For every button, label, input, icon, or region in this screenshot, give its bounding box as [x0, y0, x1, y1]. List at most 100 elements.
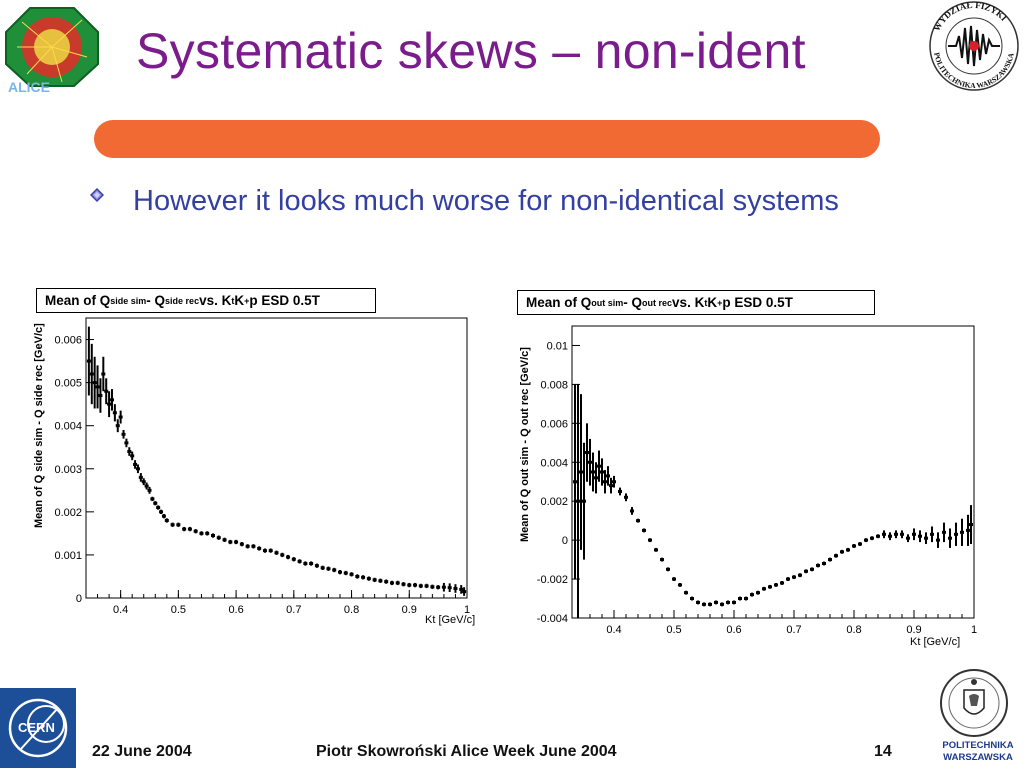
data-point — [144, 484, 149, 488]
data-point — [141, 480, 146, 484]
x-tick-label: 0.7 — [286, 604, 301, 616]
data-point — [112, 411, 117, 415]
data-point — [780, 581, 784, 585]
y-tick-label: -0.002 — [537, 574, 568, 586]
data-point — [222, 538, 227, 542]
y-tick-label: 0.006 — [540, 418, 568, 430]
data-point — [678, 583, 682, 587]
data-point — [150, 497, 155, 501]
data-point — [268, 549, 273, 553]
data-point — [176, 523, 181, 527]
data-point — [303, 562, 308, 566]
x-tick-label: 0.9 — [906, 624, 921, 636]
data-point — [121, 432, 126, 436]
footer-page-number: 14 — [874, 743, 892, 760]
data-point — [98, 394, 103, 398]
data-point — [960, 530, 964, 534]
data-point — [115, 424, 120, 428]
y-tick-label: 0.003 — [54, 464, 82, 476]
x-tick-label: 1 — [464, 604, 470, 616]
data-point — [660, 558, 664, 562]
x-tick-label: 0.5 — [171, 604, 186, 616]
data-point — [642, 528, 646, 532]
data-point — [86, 359, 91, 363]
data-point — [389, 581, 394, 585]
plot-frame — [571, 325, 975, 619]
data-point — [864, 538, 868, 542]
x-tick-label: 0.9 — [402, 604, 417, 616]
y-tick-label: 0.001 — [54, 550, 82, 562]
y-tick-label: 0.004 — [540, 457, 568, 469]
data-point — [846, 548, 850, 552]
data-point — [326, 567, 331, 571]
data-point — [395, 581, 400, 585]
data-point — [228, 540, 233, 544]
data-point — [648, 538, 652, 542]
data-point — [262, 549, 267, 553]
y-tick-label: 0.002 — [54, 507, 82, 519]
data-point — [130, 454, 135, 458]
plot-frame — [85, 317, 468, 599]
data-point — [138, 475, 143, 479]
data-point — [257, 546, 262, 550]
y-tick-label: 0.005 — [54, 378, 82, 390]
data-point — [936, 538, 940, 542]
data-point — [286, 555, 291, 559]
data-point — [205, 531, 210, 535]
x-tick-label: 0.8 — [846, 624, 861, 636]
x-tick-label: 0.6 — [726, 624, 741, 636]
data-point — [762, 587, 766, 591]
data-point — [630, 509, 634, 513]
pw-label-line-1: POLITECHNIKA — [942, 740, 1014, 751]
data-point — [297, 559, 302, 563]
data-point — [332, 568, 337, 572]
footer-center: Piotr Skowroński Alice Week June 2004 — [316, 743, 617, 760]
faculty-stamp-graphic: WYDZIAŁ FIZYKI POLITECHNIKA WARSZAWSKA — [929, 0, 1019, 91]
data-point — [594, 476, 598, 480]
data-point — [573, 480, 577, 484]
data-point — [582, 499, 586, 503]
data-point — [579, 470, 583, 474]
data-point — [609, 484, 613, 488]
y-tick-label: 0.002 — [540, 496, 568, 508]
data-point — [101, 372, 106, 376]
data-point — [147, 488, 152, 492]
footer-date: 22 June 2004 — [92, 743, 192, 760]
accent-bar — [94, 120, 880, 158]
data-point — [349, 572, 354, 576]
data-point — [401, 582, 406, 586]
data-point — [274, 551, 279, 555]
y-tick-label: 0.008 — [540, 379, 568, 391]
data-point — [969, 523, 973, 527]
data-point — [159, 510, 164, 514]
data-point — [804, 569, 808, 573]
y-tick-label: 0.01 — [547, 340, 568, 352]
data-point — [118, 415, 123, 419]
x-tick-label: 0.7 — [786, 624, 801, 636]
data-point — [343, 571, 348, 575]
data-point — [576, 499, 580, 503]
data-point — [918, 534, 922, 538]
data-point — [291, 557, 296, 561]
data-point — [418, 584, 423, 588]
alice-logo: ALICE — [2, 2, 102, 95]
data-point — [107, 402, 112, 406]
data-point — [834, 554, 838, 558]
data-point — [810, 567, 814, 571]
data-point — [900, 532, 904, 536]
data-point — [459, 587, 464, 591]
bullet-text: However it looks much worse for non-iden… — [133, 185, 839, 217]
data-point — [942, 530, 946, 534]
pw-label-line-2: WARSZAWSKA — [943, 752, 1013, 763]
alice-logo-graphic: ALICE — [5, 7, 99, 95]
data-point — [251, 544, 256, 548]
x-tick-label: 0.8 — [344, 604, 359, 616]
data-point — [234, 540, 239, 544]
data-point — [840, 550, 844, 554]
data-point — [135, 467, 140, 471]
data-point — [636, 519, 640, 523]
data-point — [199, 531, 204, 535]
